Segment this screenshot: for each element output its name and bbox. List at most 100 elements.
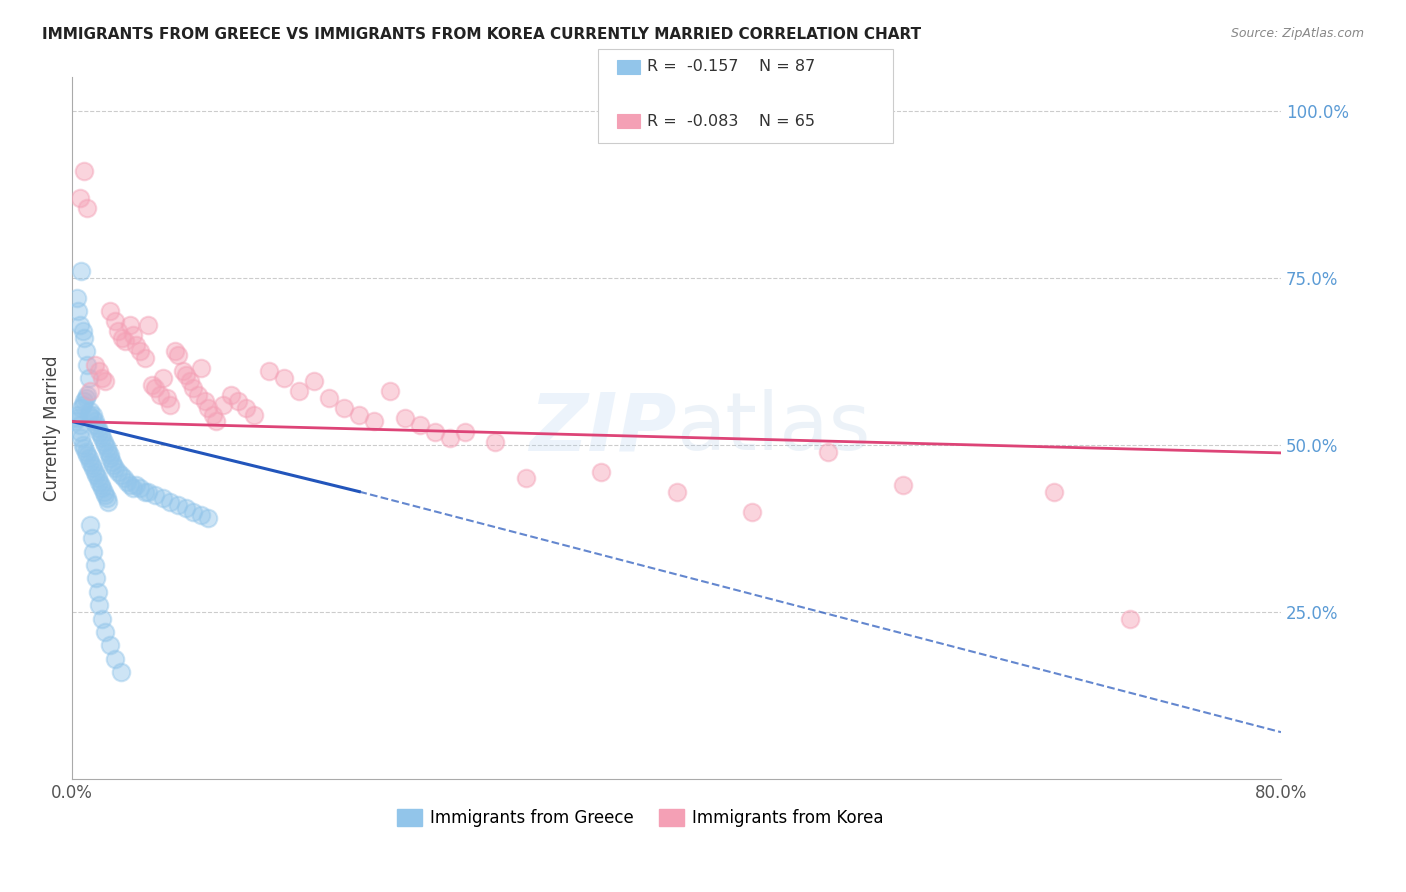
Point <box>94 624 117 639</box>
Point <box>103 651 125 665</box>
Point <box>741 505 763 519</box>
Point <box>82 408 104 422</box>
Text: R =  -0.083    N = 65: R = -0.083 N = 65 <box>647 114 814 128</box>
Point <box>190 508 212 522</box>
Point <box>94 488 117 502</box>
Point <box>87 585 110 599</box>
Point <box>134 351 156 365</box>
Point <box>228 394 250 409</box>
Point <box>86 467 108 482</box>
Y-axis label: Currently Married: Currently Married <box>44 355 60 501</box>
Point <box>94 375 117 389</box>
Point <box>197 511 219 525</box>
Point <box>394 411 416 425</box>
Point <box>665 484 688 499</box>
Point <box>121 481 143 495</box>
Point <box>118 318 141 332</box>
Point <box>163 344 186 359</box>
Point <box>90 478 112 492</box>
Text: ZIP: ZIP <box>529 389 676 467</box>
Point <box>273 371 295 385</box>
Point <box>891 478 914 492</box>
Point <box>98 448 121 462</box>
Point <box>97 444 120 458</box>
Point <box>167 348 190 362</box>
Point <box>98 451 121 466</box>
Point <box>302 375 325 389</box>
Point <box>212 398 235 412</box>
Point <box>114 334 136 349</box>
Point <box>288 384 311 399</box>
Point <box>103 314 125 328</box>
Point <box>349 408 371 422</box>
Point <box>91 611 114 625</box>
Point <box>83 465 105 479</box>
Text: IMMIGRANTS FROM GREECE VS IMMIGRANTS FROM KOREA CURRENTLY MARRIED CORRELATION CH: IMMIGRANTS FROM GREECE VS IMMIGRANTS FRO… <box>42 27 921 42</box>
Point <box>112 471 135 485</box>
Point <box>174 368 197 382</box>
Point <box>194 394 217 409</box>
Point <box>80 411 103 425</box>
Point <box>172 364 194 378</box>
Point <box>67 304 90 318</box>
Point <box>86 572 108 586</box>
Point <box>204 415 226 429</box>
Point <box>69 318 91 332</box>
Point <box>80 458 103 472</box>
Point <box>125 337 148 351</box>
Point <box>363 415 385 429</box>
Point <box>87 471 110 485</box>
Point <box>454 425 477 439</box>
Point <box>67 408 90 422</box>
Point <box>66 291 89 305</box>
Point <box>83 415 105 429</box>
Point <box>110 467 132 482</box>
Point <box>73 394 96 409</box>
Point <box>817 444 839 458</box>
Point <box>89 425 111 439</box>
Point <box>91 371 114 385</box>
Point <box>73 331 96 345</box>
Point <box>118 478 141 492</box>
Point <box>75 391 97 405</box>
Point <box>107 465 129 479</box>
Point <box>66 411 89 425</box>
Point <box>242 408 264 422</box>
Point <box>79 404 101 418</box>
Point <box>181 381 204 395</box>
Point <box>174 501 197 516</box>
Point <box>65 415 87 429</box>
Point <box>318 391 340 405</box>
Point <box>143 381 166 395</box>
Point <box>141 377 163 392</box>
Point <box>143 488 166 502</box>
Point <box>121 327 143 342</box>
Point <box>159 494 181 508</box>
Point <box>80 532 103 546</box>
Point <box>72 398 94 412</box>
Point <box>90 428 112 442</box>
Point <box>103 461 125 475</box>
Point <box>115 475 138 489</box>
Point <box>70 431 93 445</box>
Point <box>69 425 91 439</box>
Legend: Immigrants from Greece, Immigrants from Korea: Immigrants from Greece, Immigrants from … <box>391 802 890 834</box>
Point <box>77 408 100 422</box>
Point <box>409 417 432 432</box>
Point <box>98 638 121 652</box>
Point <box>70 401 93 416</box>
Point <box>96 491 118 506</box>
Point <box>76 201 98 215</box>
Point <box>152 491 174 506</box>
Point <box>73 441 96 455</box>
Point <box>83 358 105 372</box>
Point <box>82 461 104 475</box>
Point <box>257 364 280 378</box>
Point <box>79 454 101 468</box>
Point <box>125 478 148 492</box>
Point <box>197 401 219 416</box>
Point <box>91 481 114 495</box>
Point <box>76 388 98 402</box>
Point <box>107 324 129 338</box>
Point <box>93 434 115 449</box>
